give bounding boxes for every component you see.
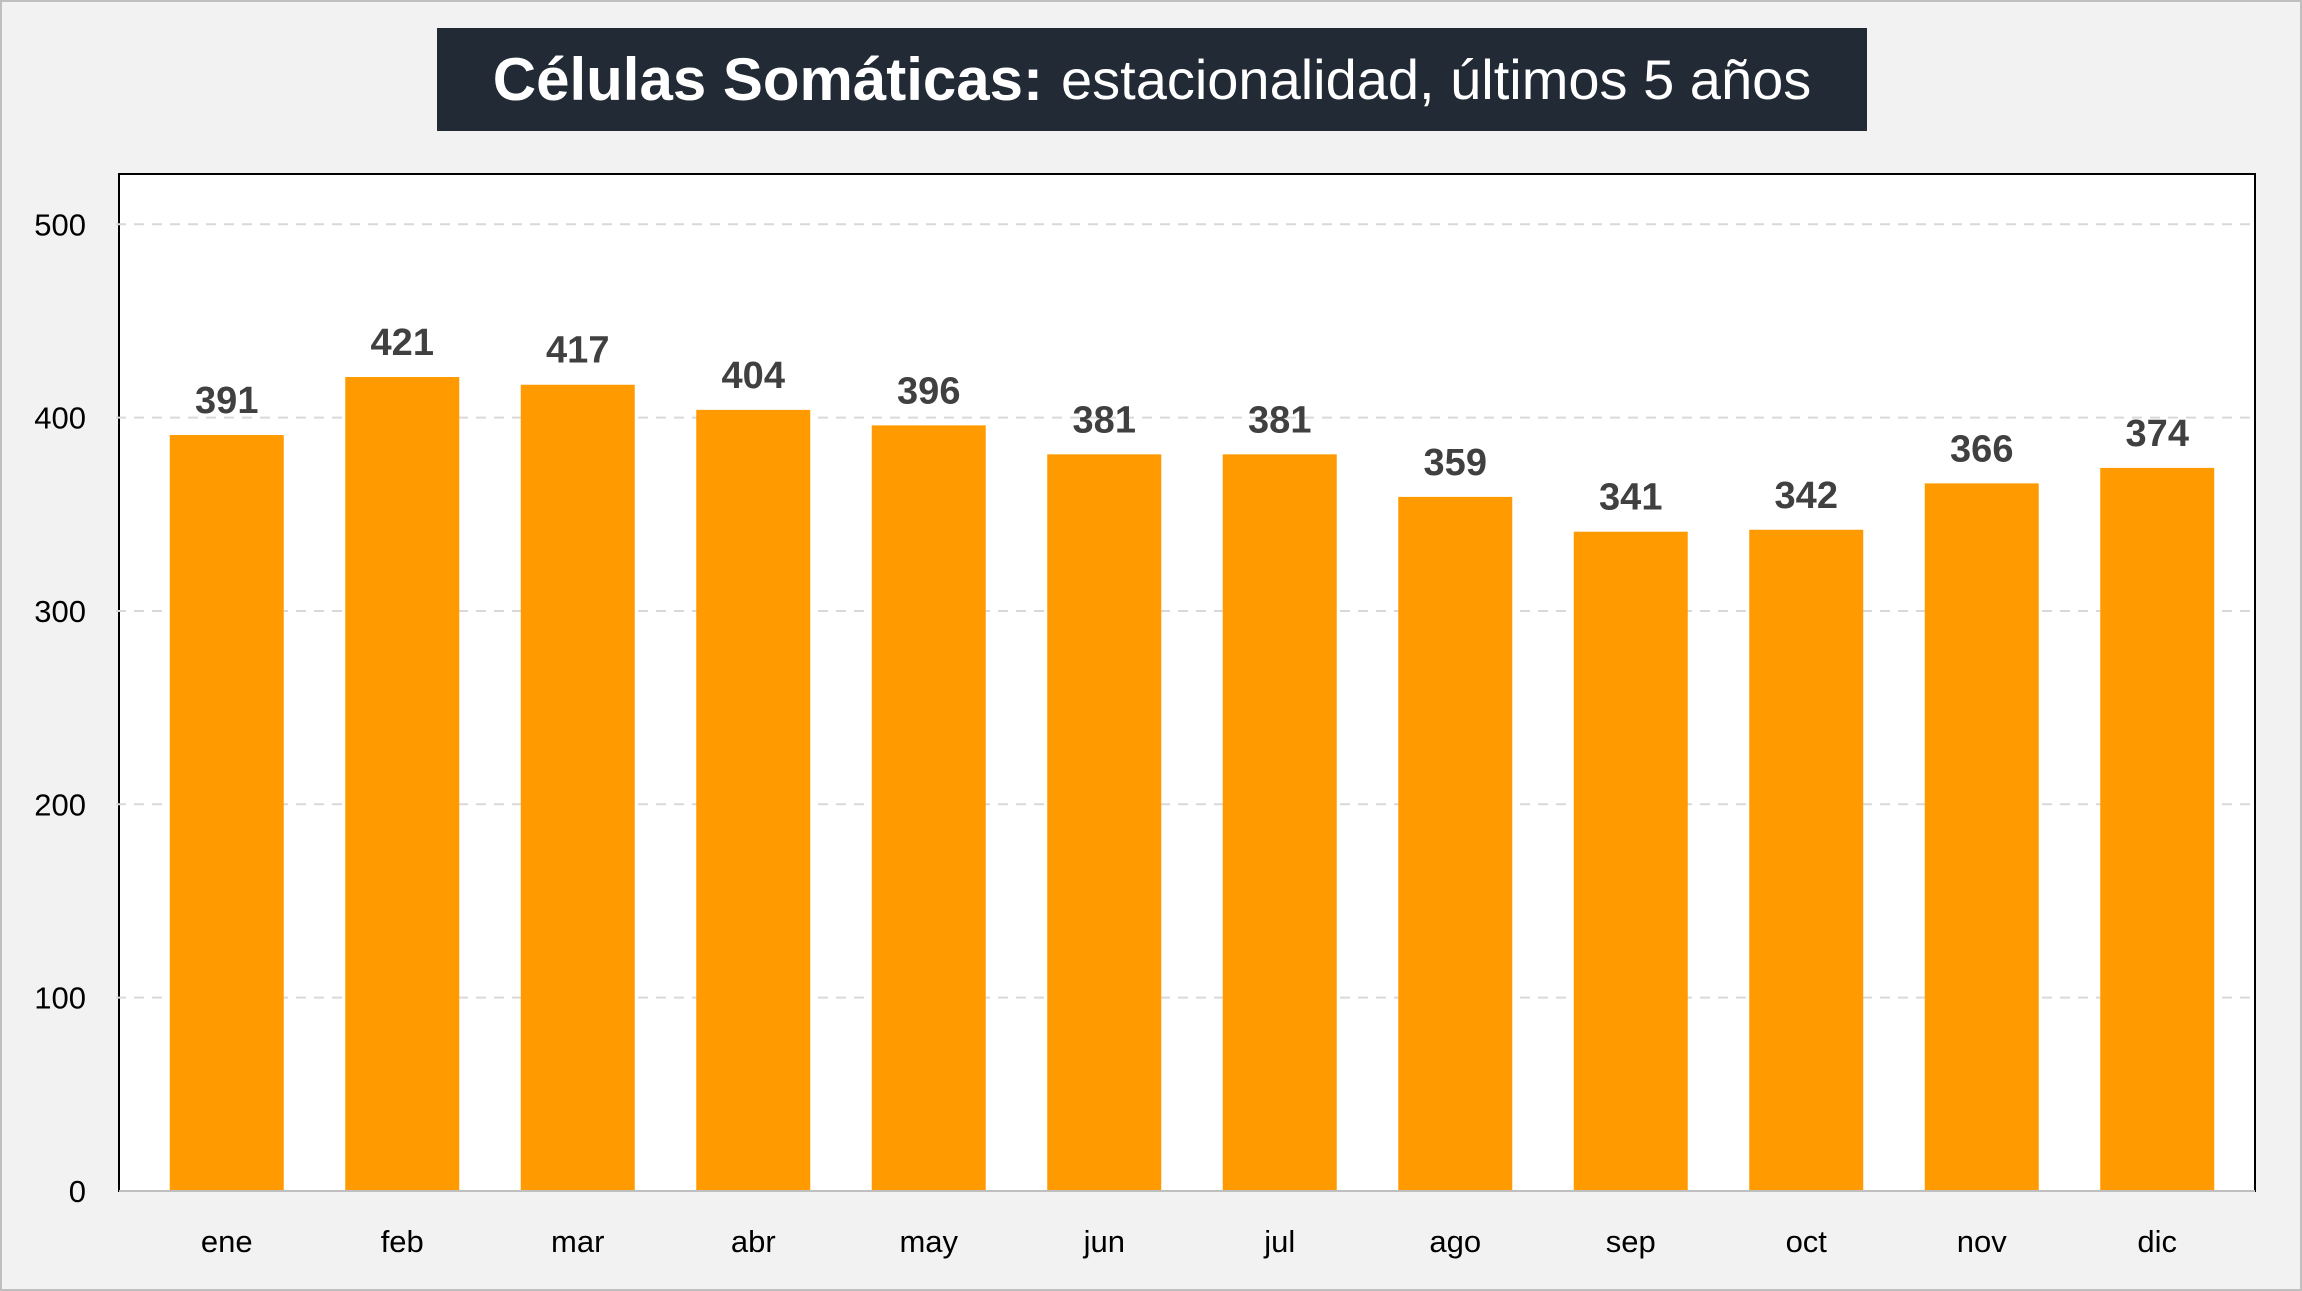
data-label: 341 — [1599, 477, 1662, 519]
data-label: 421 — [371, 322, 434, 364]
chart-title-main: Células Somáticas: — [492, 46, 1043, 113]
plot-area — [118, 173, 2256, 1192]
x-tick-label: jun — [1083, 1224, 1125, 1259]
data-labels: 391 421 417 404 396 381 381 359 341 342 366 374 — [195, 322, 2189, 519]
data-label: 359 — [1424, 442, 1487, 484]
bar — [1222, 454, 1337, 1192]
grid-lines — [116, 223, 2253, 999]
bar — [345, 377, 460, 1191]
data-label: 374 — [2126, 413, 2189, 455]
x-tick-label: mar — [551, 1224, 604, 1259]
data-label: 391 — [195, 380, 258, 422]
bar — [520, 384, 635, 1191]
bar — [1047, 454, 1162, 1192]
x-tick-label: dic — [2137, 1224, 2177, 1259]
chart-title-sub: estacionalidad, últimos 5 años — [1061, 48, 1812, 111]
chart-title-box: Células Somáticas: estacionalidad, últim… — [437, 28, 1867, 131]
y-tick-label: 100 — [34, 981, 86, 1016]
data-label: 342 — [1775, 475, 1838, 517]
data-label: 396 — [897, 370, 960, 412]
bar — [1924, 483, 2039, 1191]
bar — [1398, 496, 1513, 1191]
data-label: 417 — [546, 330, 609, 372]
x-tick-label: sep — [1606, 1224, 1656, 1259]
y-axis-ticks: 0 100 200 300 400 500 — [34, 207, 86, 1209]
y-tick-label: 200 — [34, 787, 86, 822]
x-tick-label: jul — [1263, 1224, 1295, 1259]
bar — [169, 435, 284, 1192]
x-axis-ticks: ene feb mar abr may jun jul ago sep oct nov dic — [201, 1224, 2177, 1259]
bar — [696, 409, 811, 1191]
bar — [1749, 529, 1864, 1191]
data-label: 366 — [1950, 428, 2013, 470]
data-label: 381 — [1248, 399, 1311, 441]
x-tick-label: oct — [1786, 1224, 1828, 1259]
y-tick-label: 400 — [34, 401, 86, 436]
x-tick-label: ago — [1429, 1224, 1481, 1259]
y-tick-label: 0 — [69, 1174, 86, 1209]
y-tick-label: 300 — [34, 594, 86, 629]
y-tick-label: 500 — [34, 207, 86, 242]
bar — [2100, 467, 2215, 1191]
data-label: 404 — [722, 355, 785, 397]
bar — [1573, 531, 1688, 1191]
bar — [871, 425, 986, 1191]
x-tick-label: abr — [731, 1224, 776, 1259]
data-label: 381 — [1073, 399, 1136, 441]
x-tick-label: feb — [381, 1224, 424, 1259]
bars — [169, 377, 2215, 1192]
x-tick-label: may — [899, 1224, 958, 1259]
x-tick-label: ene — [201, 1224, 253, 1259]
x-tick-label: nov — [1957, 1224, 2007, 1259]
